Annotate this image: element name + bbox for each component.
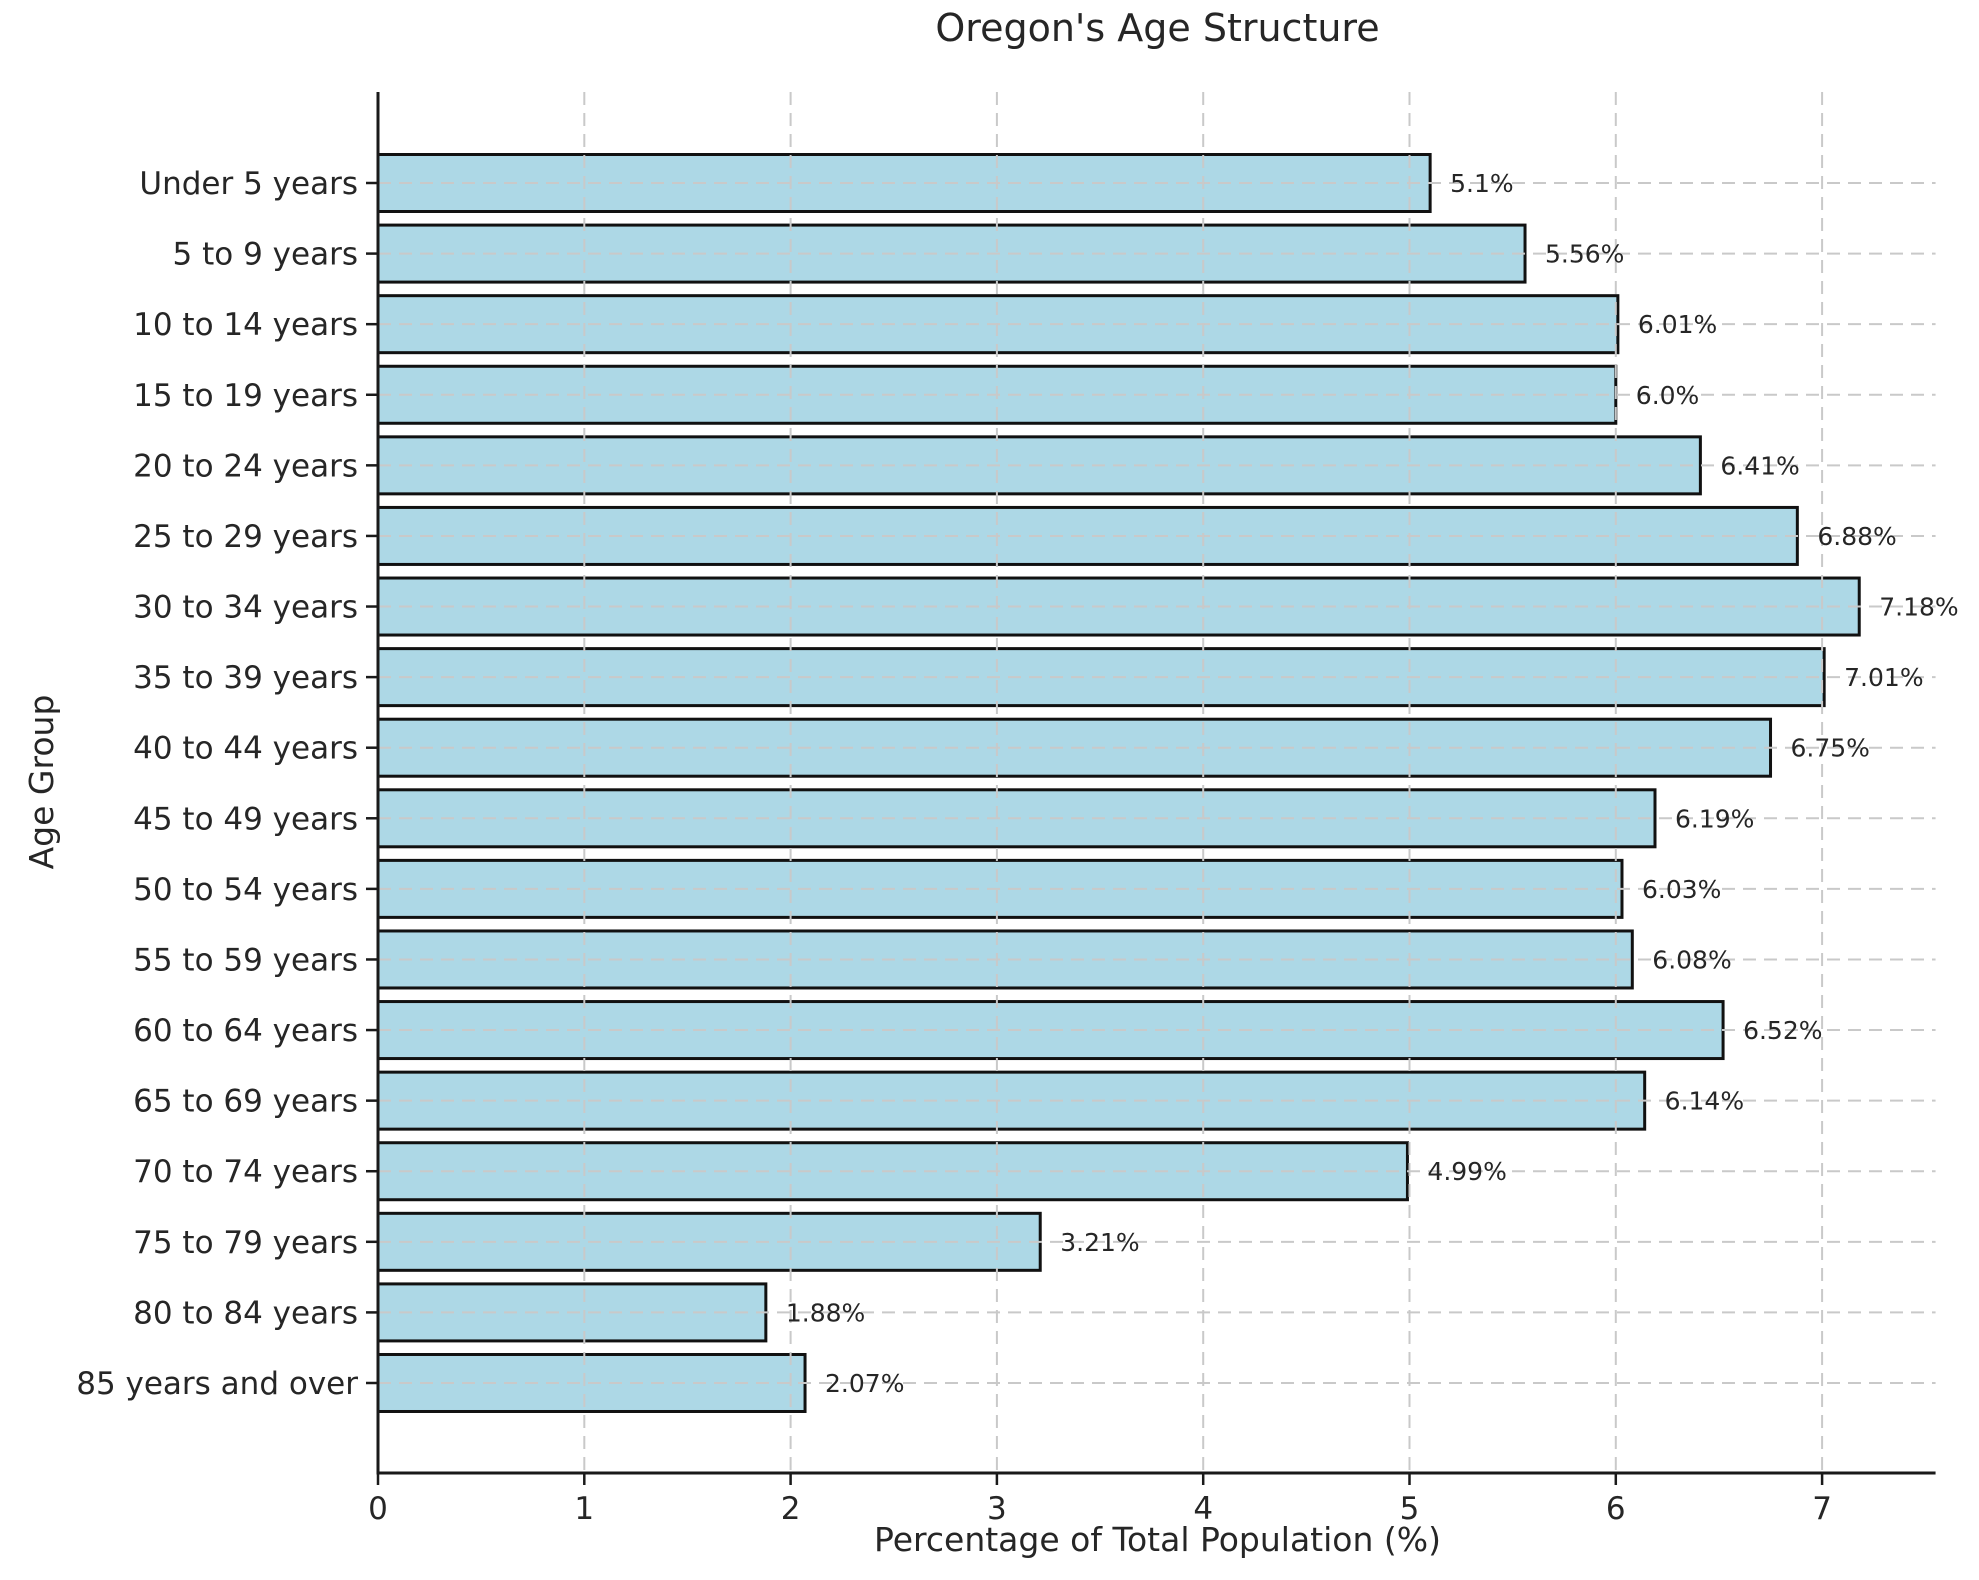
- bar-value-label: 2.07%: [825, 1369, 904, 1398]
- y-tick-label: 65 to 69 years: [133, 1084, 358, 1120]
- bar-value-label: 3.21%: [1060, 1228, 1139, 1257]
- y-tick-label: Under 5 years: [139, 166, 358, 202]
- bar-value-label: 6.19%: [1675, 804, 1754, 833]
- x-tick-label: 5: [1400, 1491, 1420, 1527]
- y-tick-label: 85 years and over: [76, 1366, 358, 1402]
- y-tick-label: 80 to 84 years: [133, 1295, 358, 1331]
- bar-value-label: 6.01%: [1638, 310, 1717, 339]
- bar-value-label: 6.08%: [1652, 945, 1731, 974]
- x-tick-label: 7: [1812, 1491, 1832, 1527]
- bar-value-label: 6.75%: [1791, 734, 1870, 763]
- y-tick-label: 75 to 79 years: [133, 1225, 358, 1261]
- bar: [376, 929, 1634, 990]
- x-tick-label: 2: [781, 1491, 801, 1527]
- x-tick-label: 0: [368, 1491, 388, 1527]
- y-tick-label: 35 to 39 years: [133, 660, 358, 696]
- bar-value-label: 7.01%: [1844, 663, 1923, 692]
- x-tick-label: 1: [574, 1491, 594, 1527]
- bar-value-label: 6.03%: [1642, 875, 1721, 904]
- y-tick-label: 55 to 59 years: [133, 942, 358, 978]
- bar-value-label: 4.99%: [1427, 1157, 1506, 1186]
- y-axis-title: Age Group: [22, 694, 61, 870]
- y-tick-label: 45 to 49 years: [133, 801, 358, 837]
- y-tick-label: 25 to 29 years: [133, 519, 358, 555]
- bar-value-label: 6.88%: [1817, 522, 1896, 551]
- y-tick-label: 10 to 14 years: [133, 307, 358, 343]
- y-tick-label: 5 to 9 years: [173, 237, 358, 273]
- bar-value-label: 5.56%: [1545, 240, 1624, 269]
- y-tick-label: 40 to 44 years: [133, 731, 358, 767]
- bar-value-label: 5.1%: [1450, 169, 1514, 198]
- bar-value-label: 6.41%: [1720, 451, 1799, 480]
- bar: [376, 1211, 1042, 1272]
- y-tick-label: 50 to 54 years: [133, 872, 358, 908]
- bar-value-label: 1.88%: [786, 1298, 865, 1327]
- y-tick-label: 70 to 74 years: [133, 1154, 358, 1190]
- bar-value-label: 7.18%: [1879, 593, 1958, 622]
- chart-title: Oregon's Age Structure: [935, 6, 1380, 50]
- y-tick-label: 20 to 24 years: [133, 448, 358, 484]
- x-axis-title: Percentage of Total Population (%): [874, 1520, 1441, 1559]
- y-tick-label: 30 to 34 years: [133, 590, 358, 626]
- bar-value-label: 6.14%: [1665, 1087, 1744, 1116]
- x-tick-label: 6: [1606, 1491, 1626, 1527]
- x-tick-label: 4: [1193, 1491, 1213, 1527]
- bar-value-label: 6.52%: [1743, 1016, 1822, 1045]
- y-tick-label: 60 to 64 years: [133, 1013, 358, 1049]
- x-tick-label: 3: [987, 1491, 1007, 1527]
- y-tick-label: 15 to 19 years: [133, 378, 358, 414]
- bar-value-label: 6.0%: [1636, 381, 1700, 410]
